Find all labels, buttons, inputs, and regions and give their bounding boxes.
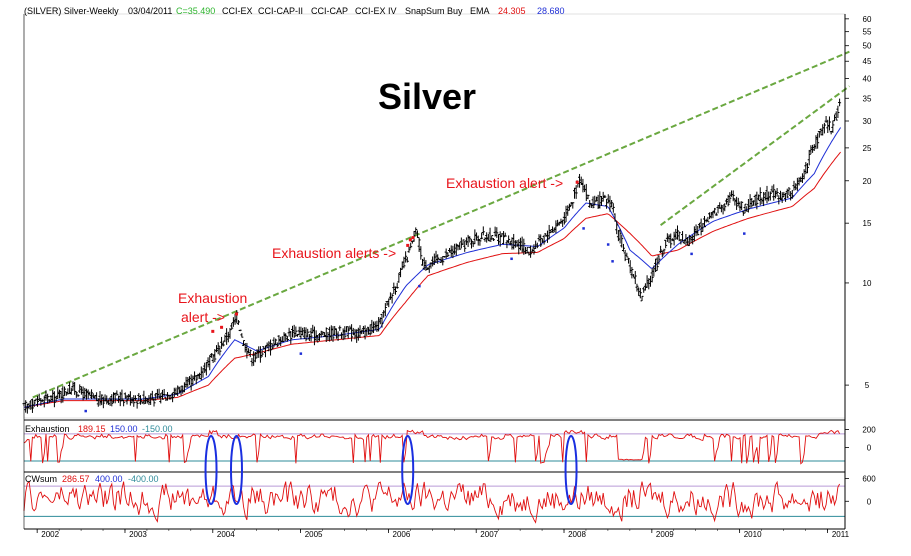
indicator-y-tick-label: 0 xyxy=(867,443,872,452)
ema-fast-line xyxy=(23,127,842,408)
alert-marker xyxy=(211,329,215,333)
header-symbol: (SILVER) Silver-Weekly xyxy=(24,6,119,16)
price-y-tick-label: 5 xyxy=(865,381,870,390)
price-y-tick-label: 35 xyxy=(863,94,872,103)
x-tick-label: 2003 xyxy=(129,530,147,539)
buy-marker xyxy=(611,260,614,263)
buy-marker xyxy=(582,227,585,230)
alert-oval xyxy=(204,435,218,505)
x-tick-label: 2005 xyxy=(305,530,323,539)
header-ema-value-2: 28.680 xyxy=(537,6,565,16)
x-tick-label: 2011 xyxy=(832,530,850,539)
exhaustion-value-upper: 150.00 xyxy=(110,424,138,434)
exhaustion-panel xyxy=(23,429,845,465)
price-y-tick-label: 40 xyxy=(863,75,872,84)
alert-marker xyxy=(411,236,415,240)
cwsum-line xyxy=(23,480,840,524)
alert-oval xyxy=(564,435,578,505)
exhaustion-value-current: 189.15 xyxy=(78,424,106,434)
exhaustion-label: Exhaustion xyxy=(25,424,70,434)
price-y-tick-label: 10 xyxy=(863,279,872,288)
cwsum-label: CWsum xyxy=(25,474,57,484)
x-tick-label: 2010 xyxy=(744,530,762,539)
annotation-alert-2008: Exhaustion alert -> xyxy=(446,175,564,191)
x-tick-label: 2004 xyxy=(217,530,235,539)
buy-marker xyxy=(299,352,303,355)
exhaustion-line xyxy=(23,429,840,465)
indicator-y-tick-label: 200 xyxy=(862,425,876,434)
alert-marker xyxy=(575,180,579,184)
price-y-tick-label: 30 xyxy=(863,117,872,126)
ema-slow-line xyxy=(23,151,841,408)
price-panel-frame xyxy=(23,13,846,419)
axes: 5 10 15 20 25 30 35 40 45 50 55 60 2002 2003 2004 2005 2… xyxy=(23,14,876,539)
header-ind-snapsum: SnapSum Buy xyxy=(405,6,463,16)
chart-title: Silver xyxy=(378,76,477,117)
alert-marker xyxy=(234,312,238,316)
cwsum-value-lower: -400.00 xyxy=(128,474,159,484)
x-tick-label: 2009 xyxy=(656,530,674,539)
x-tick-label: 2008 xyxy=(568,530,586,539)
price-y-tick-label: 50 xyxy=(863,42,872,51)
header-ind-cci-cap: CCI-CAP xyxy=(311,6,349,16)
indicator-y-tick-label: 600 xyxy=(862,475,876,484)
trend-line-upper xyxy=(32,50,850,399)
alert-marker xyxy=(406,243,410,247)
price-y-tick-label: 25 xyxy=(863,144,872,153)
header-close: C=35.490 xyxy=(176,6,216,16)
price-y-tick-label: 20 xyxy=(863,177,872,186)
exhaustion-value-lower: -150.00 xyxy=(142,424,173,434)
alert-marker xyxy=(220,325,224,329)
cwsum-panel xyxy=(23,480,845,524)
x-tick-label: 2006 xyxy=(393,530,411,539)
buy-marker xyxy=(418,284,421,288)
header-ema-label: EMA xyxy=(470,6,490,16)
x-tick-label: 2002 xyxy=(41,530,59,539)
annotation-alert-2004-line2: alert -> xyxy=(181,309,225,325)
x-tick-label: 2007 xyxy=(480,530,498,539)
indicator-y-tick-label: 0 xyxy=(867,497,872,506)
header-ind-cci-ex-iv: CCI-EX IV xyxy=(355,6,397,16)
price-y-tick-label: 60 xyxy=(863,15,872,24)
alert-oval xyxy=(401,435,415,505)
trend-line-lower xyxy=(660,85,850,226)
buy-marker xyxy=(84,409,87,413)
cwsum-value-upper: 400.00 xyxy=(95,474,123,484)
price-y-tick-label: 55 xyxy=(863,28,872,37)
cwsum-value-current: 286.57 xyxy=(62,474,90,484)
header-date: 03/04/2011 xyxy=(128,6,173,16)
annotation-alert-2004-line1: Exhaustion xyxy=(178,290,248,306)
price-y-tick-label: 15 xyxy=(863,219,872,228)
buy-marker xyxy=(510,257,513,261)
annotation-alert-2006: Exhaustion alerts -> xyxy=(272,245,397,261)
header-ind-cci-cap-ii: CCI-CAP-II xyxy=(258,6,303,16)
buy-marker xyxy=(743,232,746,235)
header-ind-cci-ex: CCI-EX xyxy=(222,6,253,16)
buy-marker xyxy=(690,252,693,256)
alert-oval xyxy=(229,435,243,505)
price-y-tick-label: 45 xyxy=(863,57,872,66)
header-ema-value-1: 24.305 xyxy=(498,6,526,16)
alert-marker xyxy=(408,238,412,242)
buy-marker xyxy=(606,243,610,246)
price-panel xyxy=(22,13,850,419)
